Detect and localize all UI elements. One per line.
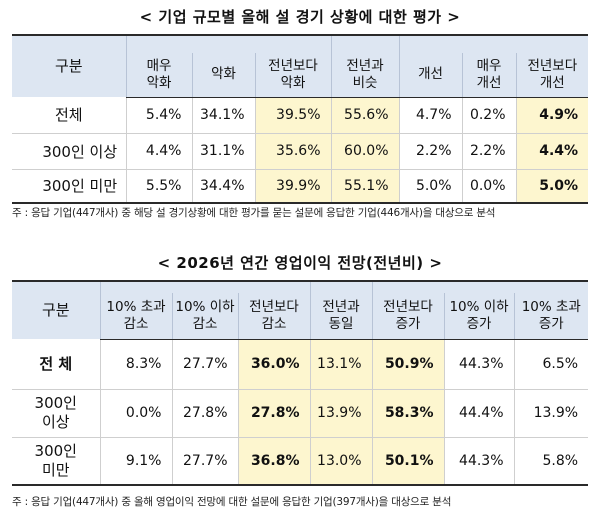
- column-header: 전년보다 개선: [515, 53, 589, 98]
- table1-note: 주 : 응답 기업(447개사) 중 해당 설 경기상황에 대한 평가를 묻는 …: [12, 207, 496, 219]
- table-row: 300인 미만 9.1% 27.7% 36.8% 13.0% 50.1% 44.…: [12, 437, 589, 486]
- cell: 27.8%: [237, 389, 311, 438]
- worse-group-header: [125, 34, 332, 53]
- cell: 0.0%: [99, 389, 172, 438]
- cell: 44.3%: [443, 437, 515, 486]
- cell: 6.5%: [513, 339, 589, 390]
- column-header: 10% 초과 증가: [513, 293, 589, 340]
- table-row: 300인 이상 4.4% 31.1% 35.6% 60.0% 2.2% 2.2%…: [12, 133, 589, 170]
- increase-group-header: [371, 280, 589, 293]
- cell: 13.9%: [309, 389, 373, 438]
- cell: 13.1%: [309, 339, 373, 390]
- cell: 13.9%: [513, 389, 589, 438]
- row-label: 전 체: [12, 339, 100, 390]
- table1-title: < 기업 규모별 올해 설 경기 상황에 대한 평가 >: [139, 8, 461, 26]
- table-row: 전체 5.4% 34.1% 39.5% 55.6% 4.7% 0.2% 4.9%: [12, 97, 589, 134]
- better-group-header: [398, 34, 589, 53]
- row-label: 300인 이상: [12, 133, 126, 170]
- column-header: 악화: [191, 53, 255, 98]
- table2-title: < 2026년 연간 영업이익 전망(전년비) >: [157, 254, 443, 272]
- cell: 0.0%: [461, 169, 517, 204]
- column-header: 전년과 동일: [309, 293, 373, 340]
- cell: 2.2%: [461, 133, 517, 170]
- column-header: 매우 악화: [125, 53, 192, 98]
- cell: 0.2%: [461, 97, 517, 134]
- column-header: 매우 개선: [461, 53, 517, 98]
- cell: 39.5%: [254, 97, 332, 134]
- cell: 50.1%: [371, 437, 445, 486]
- row-label: 전체: [12, 97, 126, 134]
- cell: 8.3%: [99, 339, 172, 390]
- cell: 55.6%: [330, 97, 400, 134]
- cell: 5.5%: [125, 169, 192, 204]
- stub-header: 구분: [12, 280, 100, 339]
- cell: 4.9%: [515, 97, 589, 134]
- cell: 44.3%: [443, 339, 515, 390]
- cell: 9.1%: [99, 437, 172, 486]
- stub-header: 구분: [12, 34, 126, 97]
- column-header: 전년보다 증가: [371, 293, 445, 340]
- business-condition-table: 구분 매우 악화 악화 전년보다 악화 전년과 비슷 개선 매우 개선 전년보다…: [12, 34, 589, 204]
- cell: 36.0%: [237, 339, 311, 390]
- cell: 5.0%: [398, 169, 463, 204]
- row-label: 300인 미만: [12, 169, 126, 204]
- cell: 39.9%: [254, 169, 332, 204]
- cell: 35.6%: [254, 133, 332, 170]
- cell: 50.9%: [371, 339, 445, 390]
- cell: 34.1%: [191, 97, 255, 134]
- cell: 27.7%: [171, 339, 238, 390]
- table-row: 전 체 8.3% 27.7% 36.0% 13.1% 50.9% 44.3% 6…: [12, 339, 589, 390]
- cell: 58.3%: [371, 389, 445, 438]
- table2-note: 주 : 응답 기업(447개사) 중 올해 영업이익 전망에 대한 설문에 응답…: [12, 496, 452, 508]
- cell: 4.7%: [398, 97, 463, 134]
- column-header: 10% 이하 감소: [171, 293, 238, 340]
- cell: 5.4%: [125, 97, 192, 134]
- decrease-group-header: [99, 280, 311, 293]
- column-header: 10% 이하 증가: [443, 293, 515, 340]
- same-group-header: [330, 34, 400, 53]
- column-header: 10% 초과 감소: [99, 293, 172, 340]
- cell: 34.4%: [191, 169, 255, 204]
- cell: 55.1%: [330, 169, 400, 204]
- row-label: 300인 미만: [12, 437, 100, 486]
- cell: 13.0%: [309, 437, 373, 486]
- cell: 4.4%: [515, 133, 589, 170]
- table-row: 300인 미만 5.5% 34.4% 39.9% 55.1% 5.0% 0.0%…: [12, 169, 589, 204]
- column-header: 개선: [398, 53, 463, 98]
- cell: 5.0%: [515, 169, 589, 204]
- column-header: 전년보다 악화: [254, 53, 332, 98]
- column-header: 전년과 비슷: [330, 53, 400, 98]
- cell: 44.4%: [443, 389, 515, 438]
- column-header: 전년보다 감소: [237, 293, 311, 340]
- cell: 5.8%: [513, 437, 589, 486]
- same-group-header: [309, 280, 373, 293]
- table-row: 300인 이상 0.0% 27.8% 27.8% 13.9% 58.3% 44.…: [12, 389, 589, 438]
- cell: 31.1%: [191, 133, 255, 170]
- cell: 60.0%: [330, 133, 400, 170]
- operating-profit-table: 구분 10% 초과 감소 10% 이하 감소 전년보다 감소 전년과 동일 전년…: [12, 280, 589, 486]
- cell: 27.7%: [171, 437, 238, 486]
- cell: 2.2%: [398, 133, 463, 170]
- cell: 27.8%: [171, 389, 238, 438]
- cell: 4.4%: [125, 133, 192, 170]
- cell: 36.8%: [237, 437, 311, 486]
- row-label: 300인 이상: [12, 389, 100, 438]
